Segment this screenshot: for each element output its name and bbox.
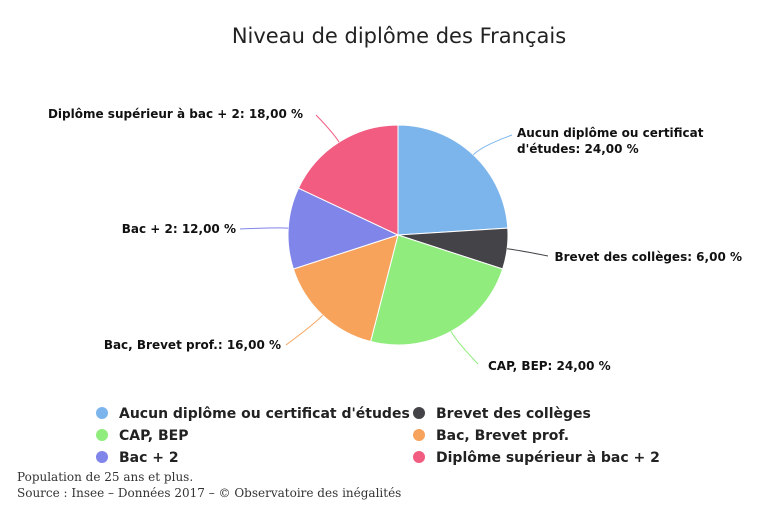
footer-source: Source : Insee – Données 2017 – © Observ… xyxy=(17,486,402,500)
connector-line-3 xyxy=(285,314,324,346)
legend-marker-0 xyxy=(96,407,108,419)
data-label-2: CAP, BEP: 24,00 % xyxy=(488,359,611,373)
connector-line-4 xyxy=(239,227,289,230)
pie-slice-2[interactable] xyxy=(370,234,504,346)
data-label-0-line2: d'études: 24,00 % xyxy=(517,142,639,156)
legend-marker-1 xyxy=(413,407,425,419)
legend-label-0: Aucun diplôme ou certificat d'études xyxy=(119,406,410,422)
legend-marker-2 xyxy=(96,429,108,441)
legend-label-4: Bac + 2 xyxy=(119,450,179,466)
legend-item-1[interactable]: Brevet des collèges xyxy=(413,406,591,422)
pie-slice-4[interactable] xyxy=(287,187,400,270)
data-label-5: Diplôme supérieur à bac + 2: 18,00 % xyxy=(48,107,303,121)
data-label-3: Bac, Brevet prof.: 16,00 % xyxy=(104,338,281,352)
legend-marker-5 xyxy=(413,451,425,463)
legend-label-1: Brevet des collèges xyxy=(436,406,591,422)
data-label-4: Bac + 2: 12,00 % xyxy=(122,222,236,236)
footer-note: Population de 25 ans et plus. xyxy=(17,470,194,484)
connector-line-2 xyxy=(450,331,479,365)
legend-label-2: CAP, BEP xyxy=(119,428,189,444)
legend-item-0[interactable]: Aucun diplôme ou certificat d'études xyxy=(96,406,410,422)
data-label-0-line1: Aucun diplôme ou certificat xyxy=(517,126,704,140)
legend-label-3: Bac, Brevet prof. xyxy=(436,428,569,444)
legend-item-3[interactable]: Bac, Brevet prof. xyxy=(413,428,569,444)
legend-item-4[interactable]: Bac + 2 xyxy=(96,450,179,466)
pie-slice-0[interactable] xyxy=(397,124,509,236)
legend-marker-3 xyxy=(413,429,425,441)
connector-line-5 xyxy=(315,114,340,143)
pie-slice-5[interactable] xyxy=(297,124,399,236)
legend-label-5: Diplôme supérieur à bac + 2 xyxy=(436,450,660,466)
connector-line-1 xyxy=(507,248,549,257)
legend-marker-4 xyxy=(96,451,108,463)
chart-title: Niveau de diplôme des Français xyxy=(232,24,566,48)
pie-slice-3[interactable] xyxy=(292,234,399,343)
legend-item-5[interactable]: Diplôme supérieur à bac + 2 xyxy=(413,450,660,466)
connector-line-0 xyxy=(472,134,513,156)
legend-item-2[interactable]: CAP, BEP xyxy=(96,428,189,444)
data-label-1: Brevet des collèges: 6,00 % xyxy=(554,250,742,264)
